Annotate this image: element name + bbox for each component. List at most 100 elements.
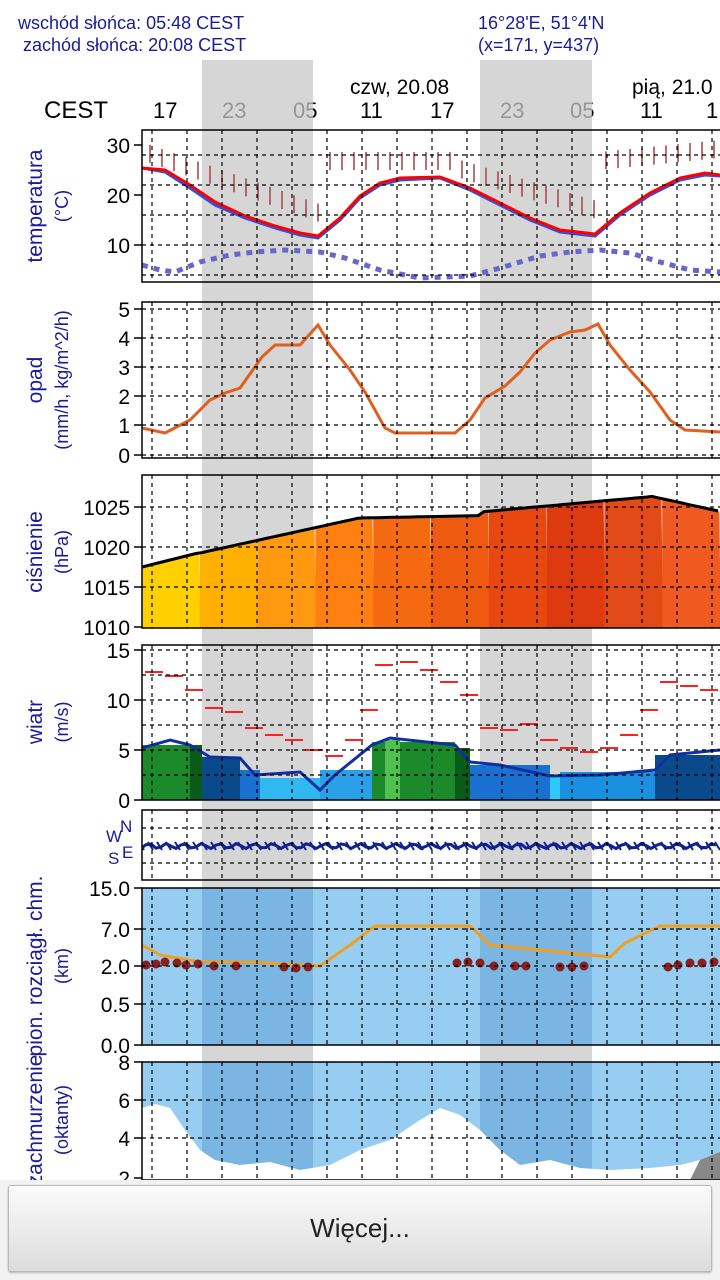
wind-direction-arrow [525, 841, 532, 851]
panel-unit-precip: (mm/h, kg/m^2/h) [52, 310, 72, 449]
cloud-base-dot [181, 960, 191, 970]
wind-speed-area [260, 778, 320, 800]
cloud-base-dot [303, 962, 313, 972]
tick-label-wind: 0 [118, 790, 130, 813]
wind-direction-arrow [210, 841, 217, 851]
pressure-area [142, 552, 201, 628]
wind-direction-arrow [561, 841, 568, 851]
more-button[interactable]: Więcej... [8, 1185, 712, 1272]
tick-label-cloud_base: 7.0 [101, 919, 130, 942]
panel-frame-temperature [141, 129, 720, 283]
wind-direction-arrow [669, 841, 676, 851]
wind-direction-arrow [660, 841, 667, 851]
wind-direction-arrow [435, 841, 442, 851]
cloud-base-dot [279, 962, 289, 972]
pressure-area [604, 496, 664, 628]
pressure-area [488, 506, 548, 628]
wind-direction-arrow [714, 841, 720, 851]
wind-direction-arrow [624, 841, 631, 851]
meteogram[interactable]: CEST czw, 20.08 pią, 21.0 17 23 05 11 17… [0, 0, 720, 1180]
wind-direction-arrow [399, 841, 406, 851]
tick-label-wind: 15 [107, 640, 130, 663]
wind-direction-label: S [108, 849, 119, 868]
tick-label-temperature: 20 [107, 185, 130, 208]
temperature-line [142, 166, 720, 238]
panel-frame-cloud_cover [141, 1061, 720, 1180]
wind-direction-arrow [336, 841, 343, 851]
hour-label: 11 [360, 98, 383, 123]
tick-label-pressure: 1015 [83, 577, 130, 600]
wind-direction-arrow [142, 844, 145, 851]
wind-speed-area [385, 740, 400, 800]
wind-direction-arrow [354, 841, 361, 851]
hour-label: 17 [153, 98, 177, 123]
wind-direction-arrow [201, 841, 208, 851]
panel-unit-wind: (m/s) [52, 702, 72, 743]
wind-speed-area [455, 748, 470, 800]
tick-label-precip: 0 [118, 445, 130, 468]
wind-direction-arrow [444, 841, 451, 851]
cloud-base-dot [510, 961, 520, 971]
cloud-base-dot [452, 958, 462, 968]
wind-direction-arrow [552, 841, 559, 851]
wind-direction-arrow [489, 841, 496, 851]
panel-frame-wind_dir [141, 809, 720, 881]
wind-direction-arrow [642, 841, 649, 851]
wind-direction-arrow [651, 841, 658, 851]
wind-direction-arrow [705, 841, 712, 851]
tick-label-cloud_cover: 6 [118, 1090, 130, 1113]
panel-label-wind: wiatr [24, 700, 47, 745]
wind-direction-arrow [165, 841, 172, 851]
tick-label-temperature: 30 [107, 135, 130, 158]
cloud-base-dot [463, 957, 473, 967]
pressure-area [199, 540, 259, 628]
tick-label-pressure: 1020 [83, 537, 130, 560]
wind-direction-arrow [228, 841, 235, 851]
panel-label-pressure: ciśnienie [24, 511, 47, 593]
tick-label-cloud_base: 2.0 [101, 956, 130, 979]
wind-direction-arrow [291, 841, 298, 851]
wind-speed-area [372, 742, 385, 800]
tick-label-precip: 2 [118, 386, 130, 409]
panel-unit-cloud_cover: (oktanty) [52, 1085, 72, 1155]
panel-label-cloud_cover: zachmurzenie [24, 1055, 47, 1180]
wind-direction-arrow [597, 841, 604, 851]
wind-direction-arrow [579, 841, 586, 851]
wind-direction-arrow [543, 841, 550, 851]
cloud-base-dot [663, 962, 673, 972]
wind-direction-arrow [300, 841, 307, 851]
panel-label-temperature: temperatura [24, 149, 47, 263]
wind-direction-arrow [156, 841, 163, 851]
panel-unit-cloud_base: (km) [52, 948, 72, 984]
cloud-base-dot [142, 960, 151, 970]
wind-direction-arrow [282, 841, 289, 851]
wind-direction-arrow [327, 841, 334, 851]
cloud-base-dot [697, 958, 707, 968]
hour-label: 11 [640, 98, 663, 123]
location-info: 16°28'E, 51°4'N (x=171, y=437) [478, 12, 604, 56]
tick-label-cloud_cover: 8 [118, 1052, 130, 1075]
wind-direction-arrow [192, 841, 199, 851]
tick-label-temperature: 10 [107, 235, 130, 258]
cloud-top-line [142, 924, 720, 968]
wind-direction-arrow [381, 841, 388, 851]
temp-feel-line [142, 166, 720, 240]
cloud-base-dot [685, 958, 695, 968]
wind-speed-area [142, 745, 190, 800]
wind-speed-area [202, 757, 240, 800]
pressure-area [546, 500, 606, 628]
wind-direction-arrow [687, 841, 694, 851]
tick-label-pressure: 1010 [83, 617, 130, 640]
date-label-2: pią, 21.0 [632, 76, 713, 99]
wind-direction-arrow [507, 841, 514, 851]
grid-text: (x=171, y=437) [478, 35, 600, 55]
cloud-base-dot [475, 958, 485, 968]
wind-direction-label: W [106, 827, 122, 846]
wind-direction-arrow [696, 841, 703, 851]
wind-speed-area [400, 742, 455, 800]
date-label-1: czw, 20.08 [350, 76, 449, 99]
tick-label-precip: 4 [118, 328, 130, 351]
tick-label-wind: 5 [118, 740, 130, 763]
sunset-text: zachód słońca: 20:08 CEST [23, 35, 247, 55]
coordinates-text: 16°28'E, 51°4'N [478, 13, 605, 33]
